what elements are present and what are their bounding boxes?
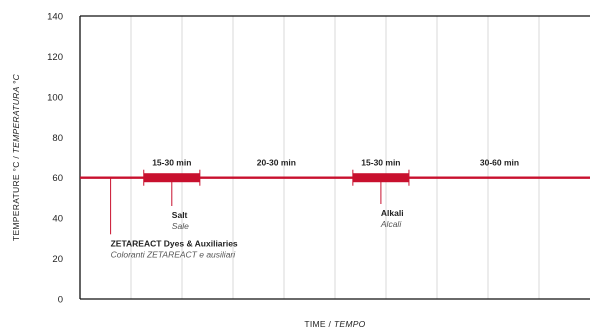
x-axis-label: TIME / TEMPO [304,319,365,329]
x-axis-label-main: TIME / [304,319,334,329]
segment-label-3: 15-30 min [361,158,400,168]
segment-label-1: 15-30 min [152,158,191,168]
axes [79,15,590,300]
annotation-title-1: ZETAREACT Dyes & Auxiliaries [111,238,238,248]
annotation-subtitle-1: Coloranti ZETAREACT e ausiliari [111,249,237,259]
annotation-title-3: Alkali [381,208,404,218]
segment-label-4: 30-60 min [480,158,519,168]
y-tick-label-40: 40 [52,214,63,225]
annotation-subtitle-2: Sale [172,221,189,231]
grid-lines [130,16,540,299]
annotation-title-2: Salt [172,210,188,220]
segment-label-2: 20-30 min [257,158,296,168]
y-tick-label-0: 0 [58,295,63,306]
y-axis-label-italic: TEMPERATURA °C [11,73,21,153]
y-axis-label: TEMPERATURE °C / TEMPERATURA °C [11,73,21,241]
y-tick-label-80: 80 [52,133,63,144]
y-tick-label-120: 120 [47,52,63,63]
y-tick-label-20: 20 [52,254,63,265]
y-tick-label-140: 140 [47,12,63,23]
y-axis-label-main: TEMPERATURE °C / [11,153,21,241]
y-tick-labels: 0 20 40 60 80 100 120 140 [47,12,63,306]
x-axis-label-italic: TEMPO [334,319,366,329]
y-tick-label-100: 100 [47,92,63,103]
y-tick-label-60: 60 [52,173,63,184]
annotation-subtitle-3: Alcali [380,219,402,229]
